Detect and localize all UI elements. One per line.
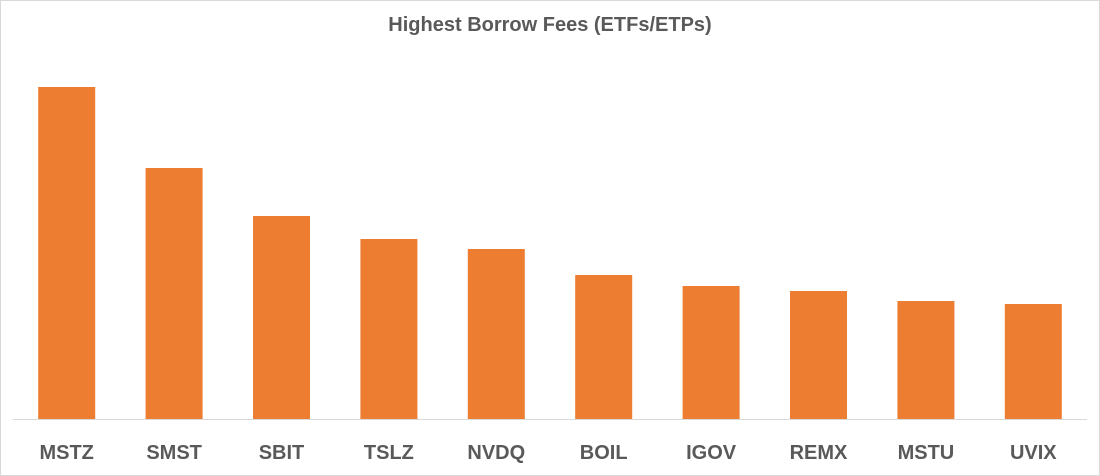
bar-group: [38, 87, 1062, 419]
x-tick-label-mstz: MSTZ: [39, 442, 93, 464]
chart-title: Highest Borrow Fees (ETFs/ETPs): [388, 14, 712, 36]
bar-boil: [575, 275, 633, 419]
bar-mstz: [38, 87, 96, 419]
x-tick-labels: MSTZ SMST SBIT TSLZ NVDQ BOIL IGOV REMX MSTU UVIX: [39, 442, 1057, 464]
x-tick-label-tslz: TSLZ: [364, 442, 414, 464]
x-tick-label-nvdq: NVDQ: [467, 442, 525, 464]
bar-igov: [682, 286, 740, 419]
bar-sbit: [253, 216, 310, 419]
x-tick-label-uvix: UVIX: [1010, 442, 1057, 464]
bar-smst: [145, 168, 203, 419]
x-tick-label-remx: REMX: [790, 442, 848, 464]
bar-uvix: [1004, 304, 1062, 419]
x-tick-label-smst: SMST: [146, 442, 202, 464]
bar-nvdq: [467, 249, 525, 419]
bar-tslz: [360, 239, 418, 419]
bar-mstu: [897, 301, 955, 419]
bar-remx: [790, 291, 847, 419]
x-tick-label-boil: BOIL: [580, 442, 628, 464]
x-tick-label-igov: IGOV: [686, 442, 737, 464]
x-tick-label-mstu: MSTU: [898, 442, 955, 464]
x-tick-label-sbit: SBIT: [259, 442, 305, 464]
